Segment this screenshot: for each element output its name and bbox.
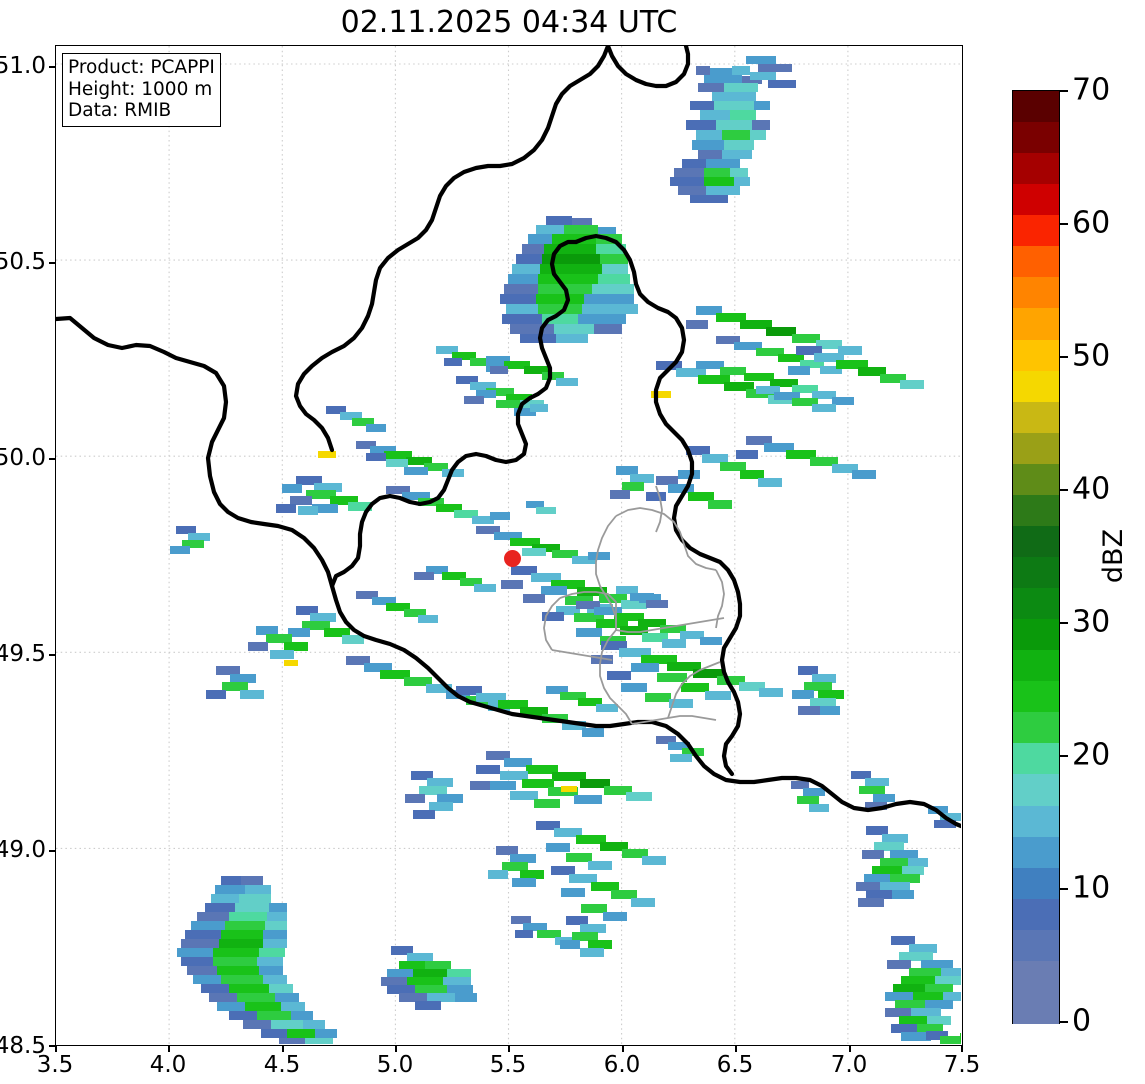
colorbar-segment xyxy=(1013,308,1059,341)
colorbar-segment xyxy=(1013,494,1059,527)
colorbar-tick-label: 60 xyxy=(1072,205,1111,241)
echo-hesbaye-band xyxy=(276,346,578,524)
y-tick-label: 48.5 xyxy=(0,1033,46,1059)
echo-southwest-cluster xyxy=(177,876,337,1044)
colorbar-segment xyxy=(1013,370,1059,403)
echo-aachen-eifel xyxy=(500,216,638,343)
echo-far-southeast xyxy=(856,806,961,1041)
radar-map-canvas xyxy=(56,46,961,1044)
colorbar-segment xyxy=(1013,836,1059,869)
info-height: Height: 1000 m xyxy=(68,78,213,100)
info-data-source: Data: RMIB xyxy=(68,100,172,122)
echo-south-small-cluster xyxy=(381,946,477,1010)
colorbar-segment xyxy=(1013,339,1059,372)
map-plot-area[interactable] xyxy=(55,45,963,1046)
colorbar-segment xyxy=(1013,619,1059,651)
echo-band-northeast xyxy=(610,306,924,509)
colorbar-segment xyxy=(1013,91,1059,123)
colorbar-segment xyxy=(1013,463,1059,496)
echo-southeast-small xyxy=(791,771,895,812)
echo-ardennes-band xyxy=(170,501,686,737)
colorbar-segment xyxy=(1013,432,1059,465)
colorbar-segment xyxy=(1013,898,1059,931)
colorbar-segment xyxy=(1013,215,1059,247)
echo-north-netherlands xyxy=(670,56,796,203)
x-tick-label: 7.5 xyxy=(943,1052,981,1078)
y-tick-label: 50.0 xyxy=(0,445,46,471)
colorbar-tick-label: 0 xyxy=(1072,1003,1092,1039)
radar-site-marker[interactable] xyxy=(504,550,521,567)
colorbar-tick-label: 40 xyxy=(1072,471,1111,507)
page-title: 02.11.2025 04:34 UTC xyxy=(340,4,678,40)
y-tick-label: 49.0 xyxy=(0,837,46,863)
x-tick-label: 4.5 xyxy=(263,1052,301,1078)
echo-luxembourg-band xyxy=(284,601,783,762)
colorbar-segment xyxy=(1013,525,1059,558)
district-borders xyxy=(543,485,725,725)
x-tick-label: 6.0 xyxy=(603,1052,641,1078)
country-borders xyxy=(56,46,961,829)
map-clip xyxy=(56,46,962,1045)
colorbar-segment xyxy=(1013,246,1059,278)
x-tick-label: 6.5 xyxy=(716,1052,754,1078)
colorbar-tick-label: 10 xyxy=(1072,870,1111,906)
radar-echo-layer xyxy=(170,56,961,1044)
radar-info-box: Product: PCAPPI Height: 1000 m Data: RMI… xyxy=(62,53,221,127)
echo-bottom-edge xyxy=(926,1031,961,1044)
colorbar-segment xyxy=(1013,588,1059,620)
x-tick-label: 7.0 xyxy=(830,1052,868,1078)
colorbar-segment xyxy=(1013,991,1059,1024)
y-tick-label: 51.0 xyxy=(0,53,46,79)
colorbar-segment xyxy=(1013,805,1059,838)
colorbar[interactable] xyxy=(1012,90,1060,1024)
colorbar-segment xyxy=(1013,650,1059,682)
colorbar-tick-label: 30 xyxy=(1072,604,1111,640)
colorbar-tick-label: 50 xyxy=(1072,338,1111,374)
colorbar-segment xyxy=(1013,557,1059,589)
x-tick-label: 3.5 xyxy=(36,1052,74,1078)
colorbar-segment xyxy=(1013,122,1059,154)
colorbar-segment xyxy=(1013,774,1059,807)
colorbar-segment xyxy=(1013,277,1059,310)
colorbar-tick-label: 70 xyxy=(1072,72,1111,108)
colorbar-segment xyxy=(1013,184,1059,216)
colorbar-segment xyxy=(1013,712,1059,744)
colorbar-segment xyxy=(1013,401,1059,434)
colorbar-unit-label: dBZ xyxy=(1098,528,1129,584)
y-tick-label: 49.5 xyxy=(0,641,46,667)
y-tick-label: 50.5 xyxy=(0,249,46,275)
x-tick-label: 5.5 xyxy=(489,1052,527,1078)
colorbar-segment xyxy=(1013,867,1059,900)
echo-south-central xyxy=(405,751,666,957)
colorbar-segment xyxy=(1013,681,1059,713)
colorbar-segment xyxy=(1013,153,1059,185)
colorbar-segment xyxy=(1013,960,1059,993)
echo-isolated-east xyxy=(792,666,844,715)
x-tick-label: 4.0 xyxy=(149,1052,187,1078)
info-product: Product: PCAPPI xyxy=(68,57,215,78)
x-tick-label: 5.0 xyxy=(376,1052,414,1078)
colorbar-tick-label: 20 xyxy=(1072,737,1111,773)
colorbar-segment xyxy=(1013,743,1059,776)
colorbar-segment xyxy=(1013,929,1059,962)
